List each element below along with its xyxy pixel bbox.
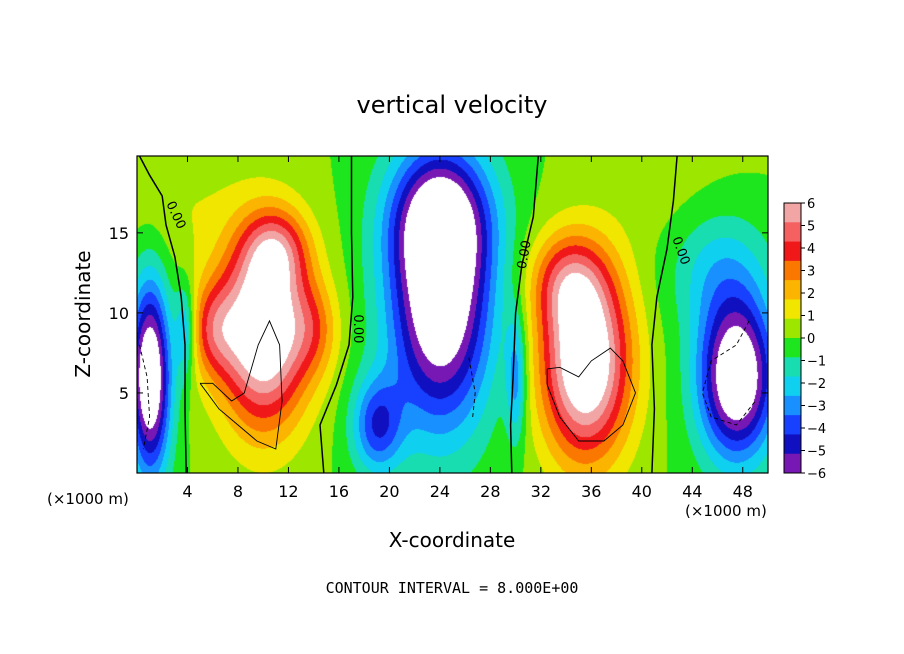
contour-line: [138, 155, 187, 474]
colorbar-segment: [784, 357, 801, 378]
colorbar-tick-label: −3: [807, 400, 826, 415]
x-tick-label: 36: [581, 482, 601, 501]
y-axis-ticks: 5 10 15: [109, 224, 768, 403]
colorbar-segment: [784, 280, 801, 300]
y-tick-label: 5: [119, 384, 129, 403]
x-tick-label: 24: [430, 482, 450, 501]
colorbar-segment: [784, 376, 801, 397]
colorbar: 6 5 4 3 2 1 0 −1 −2 −3 −4 −5 −6: [783, 197, 826, 482]
x-tick-label: 44: [682, 482, 702, 501]
x-tick-label: 20: [379, 482, 399, 501]
colorbar-segment: [784, 338, 801, 358]
y-axis-label: Z-coordinate: [71, 250, 95, 377]
zero-contours: [138, 155, 756, 474]
colorbar-tick-label: −4: [807, 422, 826, 437]
x-unit-left: (×1000 m): [47, 490, 129, 508]
colorbar-tick-label: 5: [807, 220, 815, 235]
contour-line: [509, 155, 540, 474]
colorbar-segment: [784, 299, 801, 320]
colorbar-segment: [784, 222, 801, 243]
x-tick-label: 40: [632, 482, 652, 501]
colorbar-segment: [784, 260, 801, 281]
x-tick-label: 4: [182, 482, 192, 501]
colorbar-tick-label: 1: [807, 310, 815, 325]
colorbar-segment: [784, 203, 801, 223]
colorbar-segment: [784, 434, 801, 455]
x-tick-label: 48: [733, 482, 753, 501]
colorbar-segment: [784, 241, 801, 262]
colorbar-tick-label: −1: [807, 355, 826, 370]
y-tick-label: 10: [109, 304, 129, 323]
contour-line-negative: [139, 344, 151, 450]
chart-title: vertical velocity: [357, 91, 548, 119]
colorbar-segment: [784, 453, 801, 474]
plot-area: 0.000.000.00 0.00 4 8 12 16 20 24 28 32 36 40 44 48 …: [109, 155, 769, 501]
x-unit-right: (×1000 m): [685, 502, 767, 520]
contour-line: [199, 319, 283, 450]
y-tick-label: 15: [109, 224, 129, 243]
colorbar-tick-label: −6: [807, 467, 826, 482]
x-tick-label: 12: [278, 482, 298, 501]
velocity-field: [137, 156, 768, 473]
x-tick-label: 28: [480, 482, 500, 501]
contour-label: 0.00: [350, 314, 365, 343]
colorbar-tick-label: 2: [807, 287, 815, 302]
x-tick-label: 16: [329, 482, 349, 501]
colorbar-segment: [784, 395, 801, 416]
x-axis-ticks: 4 8 12 16 20 24 28 32 36 40 44 48: [182, 156, 753, 501]
colorbar-tick-label: 3: [807, 265, 815, 280]
plot-frame: [136, 155, 769, 474]
x-tick-label: 8: [233, 482, 243, 501]
contour-interval-footer: CONTOUR INTERVAL = 8.000E+00: [326, 579, 579, 597]
contour-line-negative: [701, 320, 756, 426]
contour-line-negative: [468, 357, 476, 418]
colorbar-tick-label: 0: [807, 332, 815, 347]
colorbar-segment: [784, 318, 801, 339]
contour-label: 0.00: [515, 239, 535, 270]
x-tick-label: 32: [531, 482, 551, 501]
colorbar-tick-label: 6: [807, 197, 815, 212]
x-axis-label: X-coordinate: [389, 528, 516, 552]
colorbar-tick-label: 4: [807, 242, 815, 257]
contour-line: [651, 155, 678, 474]
contour-line: [319, 156, 354, 474]
colorbar-tick-label: −2: [807, 377, 826, 392]
colorbar-segment: [784, 415, 801, 435]
contour-line: [546, 347, 636, 442]
colorbar-tick-label: −5: [807, 445, 826, 460]
